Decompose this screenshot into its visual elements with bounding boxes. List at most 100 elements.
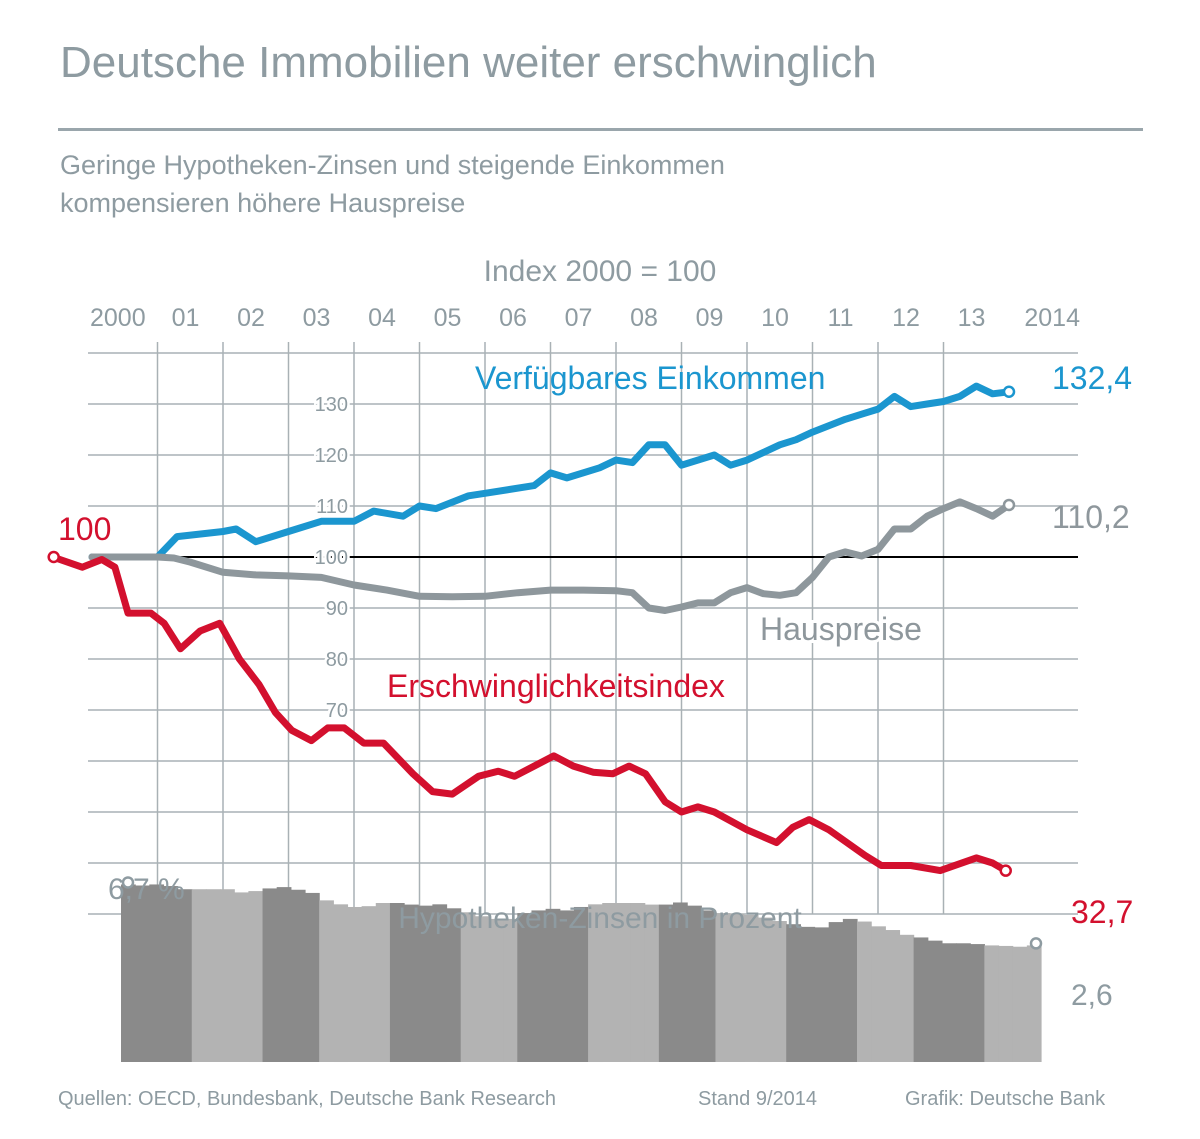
title-divider [58, 128, 1143, 131]
interest-rate-bar [234, 892, 249, 1062]
subtitle-line-2: kompensieren höhere Hauspreise [60, 188, 466, 218]
interest-rate-bar [121, 884, 136, 1062]
interest-rate-bar [531, 910, 547, 1062]
interest-rate-bar [191, 889, 207, 1062]
series-label-houseprices: Hauspreise [760, 611, 922, 647]
interest-rate-bar [220, 889, 235, 1062]
interest-rate-bar [984, 945, 1000, 1062]
x-tick-label: 09 [696, 304, 724, 332]
series-line [88, 382, 1013, 561]
x-tick-label: 2000 [90, 304, 146, 332]
start-marker [47, 550, 60, 564]
interest-rate-bar [828, 922, 844, 1062]
interest-rate-bar [970, 944, 985, 1063]
x-tick-label: 08 [630, 304, 658, 332]
interest-rate-bar [956, 943, 971, 1062]
interest-rate-bar [389, 903, 405, 1062]
x-tick-label: 06 [499, 304, 527, 332]
interest-rate-bar [262, 888, 278, 1062]
subtitle: Geringe Hypotheken-Zinsen und steigende … [60, 146, 725, 222]
footer-credit: Grafik: Deutsche Bank [905, 1088, 1106, 1110]
interest-rate-bar [276, 887, 292, 1062]
interest-rate-bar [432, 904, 448, 1063]
interest-rate-bar [658, 904, 674, 1062]
series-end-label-income: 132,4 [1052, 360, 1132, 396]
interest-rate-bar [559, 910, 575, 1062]
interest-rate-bar [729, 913, 745, 1062]
interest-rate-bar [163, 886, 179, 1062]
series-end-label-affordability: 32,7 [1071, 894, 1133, 930]
chart-title: Index 2000 = 100 [484, 255, 717, 288]
interest-rate-bar [573, 906, 589, 1062]
x-tick-label: 2014 [1024, 304, 1080, 332]
y-tick-label: 90 [326, 598, 348, 620]
interest-rate-bar [998, 945, 1014, 1062]
series-end-marker [1002, 385, 1016, 399]
interest-rate-bar [871, 926, 886, 1062]
x-tick-label: 03 [303, 304, 331, 332]
series-label-affordability: Erschwinglichkeitsindex [387, 668, 725, 704]
interest-rate-bar [474, 916, 490, 1062]
interest-rate-bar [899, 934, 915, 1062]
interest-rate-bar [772, 921, 787, 1062]
interest-rate-bar [1026, 945, 1042, 1062]
series-end-label-houseprices: 110,2 [1052, 499, 1130, 535]
interest-rate-bar [687, 905, 702, 1062]
interest-rate-bar [375, 903, 391, 1062]
series-line [88, 498, 1013, 614]
y-tick-label: 100 [315, 547, 348, 569]
interest-rate-bar [842, 918, 858, 1062]
interest-rate-bar [489, 918, 504, 1062]
interest-rate-bar [1012, 946, 1028, 1062]
x-tick-label: 10 [761, 304, 789, 332]
interest-rate-bar [517, 913, 533, 1062]
interest-rate-bar [347, 906, 363, 1062]
interest-rate-bar [701, 910, 717, 1062]
interest-rate-bar [135, 885, 150, 1062]
x-tick-label: 04 [368, 304, 396, 332]
interest-rate-bar [333, 904, 349, 1063]
interest-rate-bar [927, 940, 943, 1062]
interest-rate-bar [757, 917, 773, 1063]
interest-rate-bar [545, 908, 561, 1062]
x-tick-label: 13 [958, 304, 986, 332]
footer-sources: Quellen: OECD, Bundesbank, Deutsche Bank… [58, 1088, 557, 1110]
interest-rate-bar [885, 930, 901, 1062]
interest-rate-bar [941, 943, 957, 1062]
page-title: Deutsche Immobilien weiter erschwinglich [60, 38, 877, 87]
bars-start-marker [121, 876, 135, 889]
interest-rate-bar [503, 918, 518, 1062]
series-label-income: Verfügbares Einkommen [475, 360, 825, 396]
bars-label: Hypotheken-Zinsen in Prozent [398, 902, 802, 935]
bars-end-marker [1029, 937, 1043, 950]
interest-rate-bar [319, 900, 334, 1062]
x-tick-label: 11 [828, 304, 854, 332]
y-tick-label: 120 [315, 445, 348, 467]
interest-rate-bar [913, 937, 929, 1062]
y-tick-label: 110 [316, 496, 348, 518]
interest-rate-bar [800, 926, 816, 1062]
interest-rate-bar [460, 912, 476, 1062]
bars-end-label: 2,6 [1071, 979, 1113, 1012]
interest-rate-bar [149, 884, 165, 1062]
series-line [49, 553, 1010, 875]
x-tick-label: 05 [434, 304, 462, 332]
interest-rate-bar [715, 913, 731, 1062]
series-end-marker [1002, 498, 1016, 512]
interest-rate-bar [305, 892, 320, 1062]
x-tick-label: 01 [172, 304, 200, 332]
interest-rate-bar [588, 904, 603, 1063]
footer-stand: Stand 9/2014 [698, 1088, 817, 1110]
interest-rate-bar [743, 914, 759, 1062]
interest-rate-bar [786, 924, 801, 1062]
interest-rate-bar [446, 908, 462, 1062]
interest-rate-bar [361, 906, 377, 1062]
y-tick-label: 70 [326, 700, 348, 722]
interest-rate-bar [418, 905, 433, 1062]
interest-rate-bar [404, 904, 419, 1062]
x-tick-label: 07 [565, 304, 593, 332]
interest-rate-bar [644, 904, 660, 1062]
interest-rate-bar [630, 903, 646, 1062]
interest-rate-bar [616, 903, 632, 1062]
